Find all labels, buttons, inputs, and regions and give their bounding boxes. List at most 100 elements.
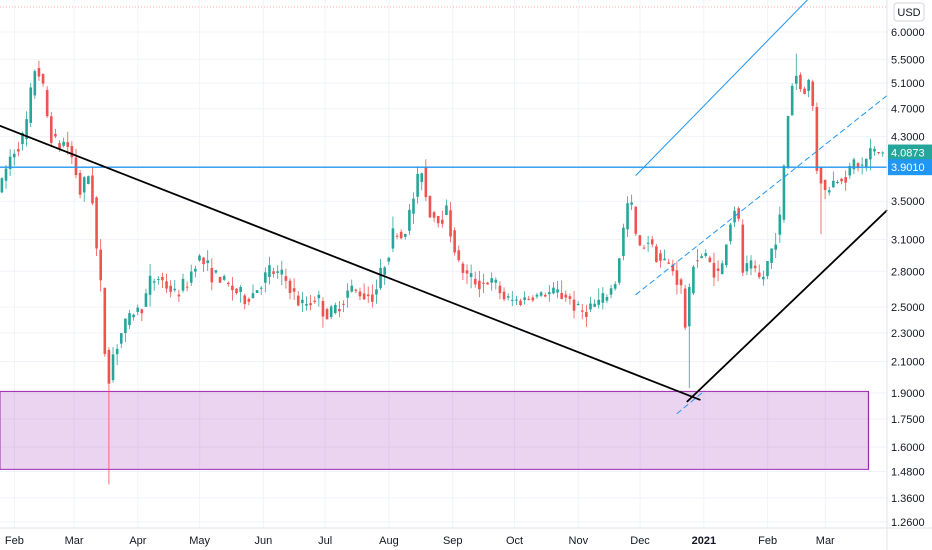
candle-body: [634, 206, 638, 234]
price-axis[interactable]: 1.2600 1.3600 1.4800 1.6000 1.7500 1.9000 2.10…: [891, 27, 925, 529]
candle-body: [103, 287, 107, 354]
candle-body: [449, 210, 452, 237]
candle-body: [350, 285, 354, 292]
currency-badge[interactable]: USD: [893, 2, 925, 22]
candle-body: [881, 152, 885, 154]
candle-body: [313, 300, 317, 302]
candle-body: [490, 278, 494, 283]
candle-body: [609, 288, 613, 295]
candle-body: [264, 272, 267, 283]
time-axis[interactable]: Feb Mar Apr May Jun Jul Aug Sep Oct Nov Dec 2021 Feb…: [5, 535, 835, 547]
candle-body: [659, 253, 662, 261]
candle-body: [391, 228, 395, 249]
price-tick-label: 1.7500: [891, 414, 925, 426]
candle-body: [482, 282, 485, 284]
candle-body: [375, 289, 378, 295]
candle-body: [428, 195, 432, 218]
candle-body: [37, 68, 41, 77]
candle-body: [799, 74, 802, 90]
candle-body: [371, 294, 374, 302]
candle-body: [568, 296, 572, 299]
candle-body: [486, 282, 489, 285]
candle-body: [412, 198, 415, 214]
candle-body: [329, 306, 333, 318]
candle-body: [601, 293, 605, 303]
time-tick-label: Sep: [443, 535, 463, 547]
candle-body: [296, 295, 300, 306]
price-tick-label: 3.5000: [891, 196, 925, 208]
candle-body: [531, 297, 535, 301]
candle-body: [177, 294, 181, 297]
candle-body: [461, 263, 465, 273]
candle-body: [321, 301, 325, 317]
candle-body: [152, 281, 156, 283]
price-tick-label: 1.3600: [891, 493, 925, 505]
candle-body: [181, 278, 185, 291]
candle-body: [873, 148, 876, 152]
candle-body: [823, 179, 827, 190]
candle-body: [280, 269, 284, 275]
candle-body: [852, 159, 856, 170]
candle-body: [803, 88, 806, 95]
candle-body: [856, 163, 860, 169]
price-tags: 4.0873 3.9010: [888, 144, 932, 176]
last-price-label: 4.0873: [891, 148, 925, 160]
candle-body: [309, 303, 312, 306]
candle-body: [99, 249, 102, 281]
currency-label[interactable]: USD: [897, 7, 920, 19]
price-tick-label: 1.9000: [891, 388, 925, 400]
candle-body: [358, 291, 362, 297]
candle-body: [333, 304, 337, 313]
candle-body: [523, 297, 526, 301]
candle-body: [844, 177, 847, 183]
candle-body: [87, 176, 90, 184]
candle-body: [243, 295, 247, 305]
candle-body: [366, 294, 370, 297]
candle-body: [655, 246, 658, 263]
candle-body: [869, 148, 872, 160]
candle-body: [346, 290, 349, 298]
time-tick-label: Jun: [255, 535, 273, 547]
price-tick-label: 2.5000: [891, 302, 925, 314]
candle-body: [354, 289, 358, 291]
candle-body: [675, 270, 679, 285]
candle-body: [552, 287, 555, 294]
trendline-channel-top: [635, 0, 809, 176]
candle-body: [124, 318, 127, 334]
candle-body: [622, 227, 625, 257]
trendline-black-down: [0, 124, 701, 401]
candle-body: [548, 292, 551, 295]
price-tick-label: 2.3000: [891, 328, 925, 340]
candle-body: [535, 294, 539, 297]
candle-body: [235, 288, 238, 294]
candle-body: [111, 354, 115, 381]
candle-body: [782, 165, 786, 220]
candle-body: [169, 285, 172, 292]
drawing-tools-layer[interactable]: [0, 0, 888, 415]
candle-body: [395, 235, 399, 237]
candle-body: [510, 299, 514, 301]
price-tick-label: 2.8000: [891, 266, 925, 278]
candle-body: [210, 267, 214, 283]
trendline-black-up: [686, 209, 888, 403]
candle-body: [140, 309, 144, 314]
candle-body: [218, 276, 222, 283]
candle-body: [564, 294, 568, 298]
candle-body: [465, 270, 469, 274]
candle-body: [741, 224, 745, 273]
candle-body: [206, 260, 210, 264]
candle-body: [700, 256, 703, 259]
candle-body: [173, 288, 177, 291]
candle-body: [189, 271, 193, 283]
time-tick-label: Oct: [506, 535, 523, 547]
candle-body: [17, 149, 20, 152]
candle-body: [107, 349, 111, 384]
candle-body: [78, 172, 82, 195]
candle-body: [21, 133, 24, 145]
candle-body: [445, 205, 448, 216]
candle-body: [305, 303, 308, 306]
candle-body: [66, 142, 70, 147]
candle-body: [626, 203, 629, 230]
candle-body: [827, 190, 831, 193]
